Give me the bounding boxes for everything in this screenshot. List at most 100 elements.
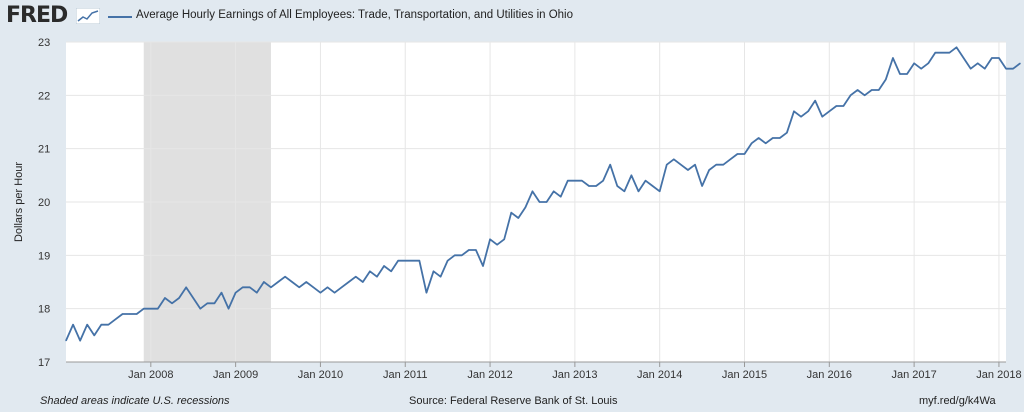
data-point xyxy=(432,270,435,272)
data-point xyxy=(107,324,110,326)
data-point xyxy=(729,158,731,160)
x-tick-label: Jan 2016 xyxy=(807,369,852,381)
data-point xyxy=(397,260,399,262)
data-point xyxy=(948,52,951,54)
data-point xyxy=(546,201,548,203)
data-point xyxy=(291,281,293,283)
fred-mini-chart-icon xyxy=(76,8,100,24)
data-point xyxy=(461,254,463,256)
data-point xyxy=(150,308,152,310)
data-point xyxy=(468,249,470,251)
chart-title: Average Hourly Earnings of All Employees… xyxy=(136,9,574,21)
data-point xyxy=(772,137,774,139)
data-point xyxy=(348,281,350,283)
short-url-link[interactable]: myf.red/g/k4Wa xyxy=(919,395,996,407)
data-point xyxy=(284,276,286,278)
data-point xyxy=(72,324,74,326)
data-point xyxy=(341,286,343,288)
data-point xyxy=(503,238,505,240)
data-point xyxy=(878,89,880,91)
data-point xyxy=(701,185,703,187)
data-point xyxy=(383,265,385,267)
data-point xyxy=(454,254,456,256)
data-point xyxy=(588,185,590,187)
data-point xyxy=(849,94,852,96)
data-point xyxy=(439,276,442,278)
y-tick-label: 20 xyxy=(38,197,50,209)
data-point xyxy=(871,89,873,91)
data-point xyxy=(199,308,201,310)
y-tick-label: 18 xyxy=(38,304,50,316)
data-point xyxy=(800,116,802,118)
data-point xyxy=(842,105,845,107)
data-point xyxy=(574,180,576,182)
data-point xyxy=(984,68,986,70)
data-point xyxy=(807,110,809,112)
data-point xyxy=(362,281,364,283)
data-point xyxy=(312,286,314,288)
x-tick-label: Jan 2015 xyxy=(722,369,767,381)
data-point xyxy=(616,185,618,187)
y-axis-label: Dollars per Hour xyxy=(13,162,25,242)
x-tick-label: Jan 2017 xyxy=(891,369,936,381)
data-point xyxy=(644,180,647,182)
data-point xyxy=(171,302,173,304)
x-tick-label: Jan 2018 xyxy=(976,369,1021,381)
data-point xyxy=(157,308,159,310)
data-point xyxy=(828,110,830,112)
data-point xyxy=(652,185,654,187)
data-point xyxy=(856,89,859,91)
data-point xyxy=(687,169,689,171)
data-point xyxy=(404,260,406,262)
data-point xyxy=(121,313,124,315)
data-point xyxy=(567,180,569,182)
data-point xyxy=(489,238,491,240)
data-point xyxy=(376,276,378,278)
data-point xyxy=(609,164,611,166)
data-point xyxy=(1012,68,1014,70)
data-point xyxy=(680,164,682,166)
data-point xyxy=(206,302,208,304)
fred-logo[interactable]: FRED xyxy=(6,3,68,28)
data-point xyxy=(114,318,117,320)
y-tick-label: 23 xyxy=(38,37,50,49)
data-point xyxy=(93,334,95,336)
data-point xyxy=(242,286,244,288)
data-point xyxy=(779,137,781,139)
data-point xyxy=(256,292,258,294)
data-point xyxy=(835,105,837,107)
data-point xyxy=(998,57,1000,59)
data-point xyxy=(581,180,583,182)
data-point xyxy=(86,324,88,326)
x-tick-label: Jan 2013 xyxy=(552,369,597,381)
data-point xyxy=(736,153,739,155)
y-tick-label: 21 xyxy=(38,144,50,156)
data-point xyxy=(164,297,166,299)
chart-header: FRED Average Hourly Earnings of All Empl… xyxy=(0,0,1024,34)
data-point xyxy=(100,324,102,326)
data-point xyxy=(977,62,979,64)
data-point xyxy=(864,94,866,96)
axes: 17 18 19 20 21 22 23 Jan 2008 Jan 2009 Jan 2010 Ja… xyxy=(38,37,1022,381)
data-point xyxy=(298,286,300,288)
data-point xyxy=(129,313,131,315)
data-point xyxy=(666,164,668,166)
data-point xyxy=(630,174,633,176)
data-point xyxy=(136,313,138,315)
data-point xyxy=(538,201,541,203)
y-tick-label: 19 xyxy=(38,250,50,262)
data-point xyxy=(750,142,753,144)
data-point xyxy=(496,244,498,246)
data-point xyxy=(991,57,993,59)
data-point xyxy=(517,217,519,219)
data-point xyxy=(249,286,251,288)
data-point xyxy=(673,158,675,160)
x-tick-label: Jan 2008 xyxy=(128,369,173,381)
data-point xyxy=(355,276,357,278)
data-point xyxy=(560,196,562,198)
x-tick-label: Jan 2009 xyxy=(213,369,258,381)
data-point xyxy=(722,164,724,166)
data-point xyxy=(708,169,710,171)
data-point xyxy=(235,292,237,294)
